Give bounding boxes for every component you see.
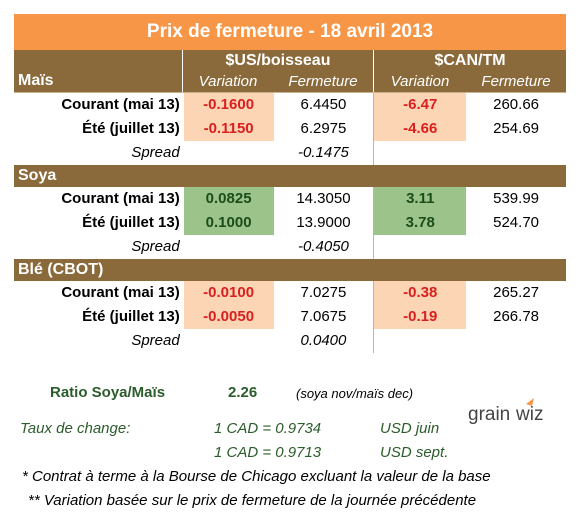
cad-close-cell: 260.66 [493,96,540,113]
usd-close-cell: 7.0275 [300,284,347,301]
spread-row: Spread 0.0400 [14,329,566,353]
section-header-soya: Soya [14,165,566,187]
usd-variation-cell: -0.1600 [183,93,274,117]
table-row: Été (juillet 13) -0.1150 6.2975 -4.66 25… [14,117,566,141]
footnote-contract: * Contrat à terme à la Bourse de Chicago… [22,468,491,485]
cad-variation-cell: -0.19 [373,305,467,329]
table-title: Prix de fermeture - 18 avril 2013 [14,14,566,50]
table-row: Été (juillet 13) -0.0050 7.0675 -0.19 26… [14,305,566,329]
row-label: Courant (mai 13) [61,96,180,113]
cad-close-cell: 524.70 [493,214,540,231]
cad-close-cell: 265.27 [493,284,540,301]
exchange-label: Taux de change: [20,420,131,437]
usd-close-cell: 6.2975 [300,120,347,137]
spread-label: Spread [131,332,180,349]
table-row: Courant (mai 13) 0.0825 14.3050 3.11 539… [14,187,566,211]
spread-label: Spread [131,144,180,161]
section-header-ble: Blé (CBOT) [14,259,566,281]
cad-variation-cell: -6.47 [373,93,467,117]
usd-variation-cell: -0.1150 [183,117,274,141]
cad-group-title: $CAN/TM [434,52,506,69]
row-label: Été (juillet 13) [82,308,180,325]
svg-text:wiz: wiz [515,404,543,425]
table-row: Courant (mai 13) -0.1600 6.4450 -6.47 26… [14,92,566,117]
svg-text:grain: grain [468,404,510,425]
spread-row: Spread -0.4050 [14,235,566,259]
row-label: Courant (mai 13) [61,284,180,301]
spread-value: -0.4050 [298,238,349,255]
cad-group-header: $CAN/TM Variation Fermeture [373,50,566,92]
row-label: Été (juillet 13) [82,120,180,137]
footnote-variation: ** Variation basée sur le prix de fermet… [28,492,477,509]
usd-group-title: $US/boisseau [225,52,331,69]
column-header: Maïs $US/boisseau Variation Fermeture $C… [14,50,566,92]
usd-variation-cell: 0.1000 [183,211,274,235]
ratio-note: (soya nov/maïs dec) [296,386,414,401]
grainwiz-logo: grain wiz [468,398,543,425]
usd-variation-header: Variation [198,73,258,90]
exchange-rate-2: 1 CAD = 0.9713 [214,444,322,461]
usd-group-header: $US/boisseau Variation Fermeture [182,50,373,92]
table-row: Été (juillet 13) 0.1000 13.9000 3.78 524… [14,211,566,235]
section-label-ble: Blé (CBOT) [18,261,104,278]
cad-fermeture-header: Fermeture [481,73,551,90]
table-row: Courant (mai 13) -0.0100 7.0275 -0.38 26… [14,281,566,305]
section-label-mais: Maïs [18,72,54,89]
cad-variation-header: Variation [390,73,450,90]
usd-variation-cell: 0.0825 [183,187,274,211]
usd-close-cell: 13.9000 [296,214,351,231]
section-label-soya: Soya [18,167,57,184]
price-table: Prix de fermeture - 18 avril 2013 Maïs $… [14,14,566,514]
usd-close-cell: 6.4450 [300,96,347,113]
spread-label: Spread [131,238,180,255]
usd-variation-cell: -0.0050 [183,305,274,329]
cad-close-cell: 539.99 [493,190,540,207]
cad-variation-cell: 3.78 [373,211,467,235]
cad-variation-cell: -4.66 [373,117,467,141]
usd-variation-cell: -0.0100 [183,281,274,305]
usd-close-cell: 14.3050 [296,190,351,207]
cad-variation-cell: 3.11 [373,187,467,211]
usd-fermeture-header: Fermeture [288,73,358,90]
cad-close-cell: 254.69 [493,120,540,137]
cad-close-cell: 266.78 [493,308,540,325]
usd-close-cell: 7.0675 [300,308,347,325]
ratio-label: Ratio Soya/Maïs [50,384,166,401]
exchange-rate-1: 1 CAD = 0.9734 [214,420,322,437]
spread-value: -0.1475 [298,144,349,161]
row-label: Été (juillet 13) [82,214,180,231]
exchange-rate-2-unit: USD sept. [380,444,449,461]
ratio-value: 2.26 [228,384,258,401]
row-label: Courant (mai 13) [61,190,180,207]
spread-value: 0.0400 [300,332,347,349]
cad-variation-cell: -0.38 [373,281,467,305]
spread-row: Spread -0.1475 [14,141,566,165]
exchange-rate-1-unit: USD juin [380,420,440,437]
